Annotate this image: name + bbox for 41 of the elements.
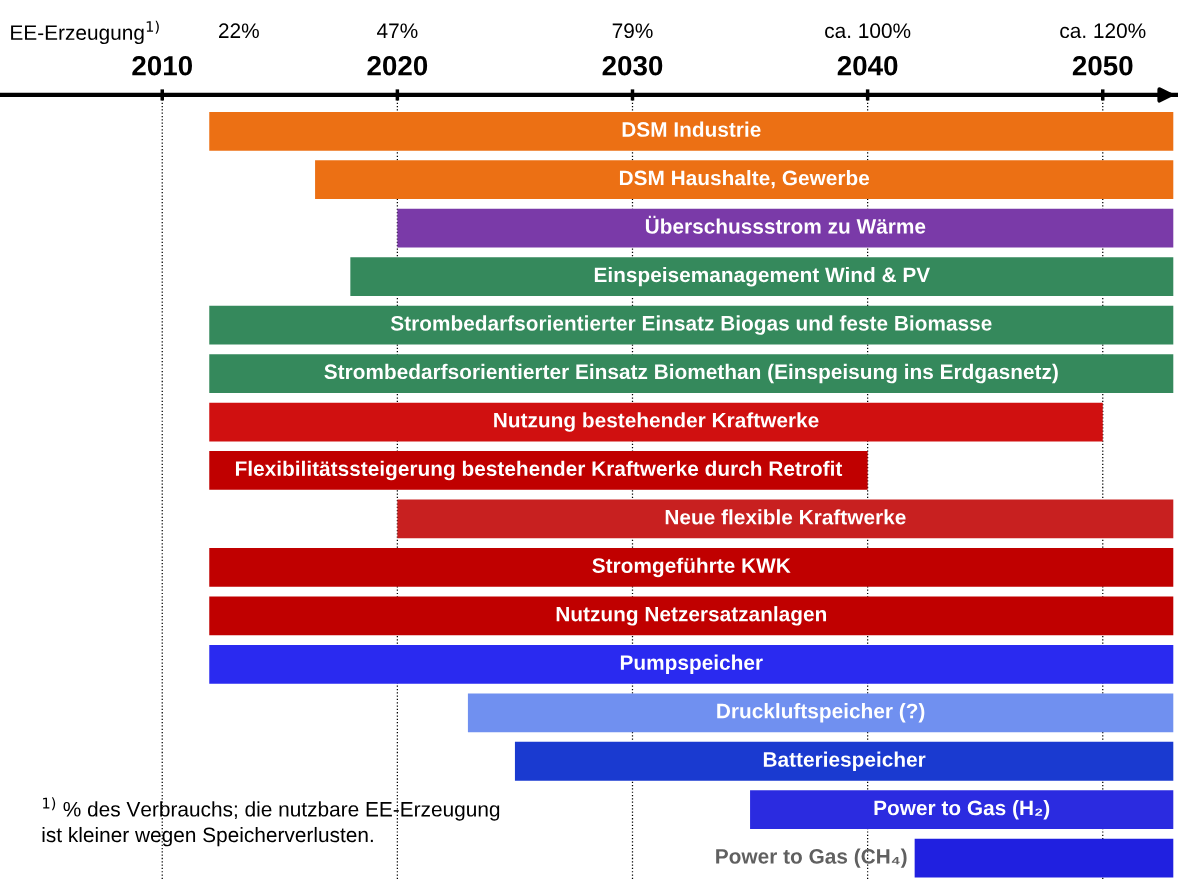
- bar: [397, 208, 1174, 248]
- y-tick-label: Einspeisemanagement Wind & PV: [594, 266, 931, 287]
- y-tick-label: Strombedarfsorientierter Einsatz Biogas und feste Biomasse: [390, 315, 992, 335]
- y-tick-label: Strombedarfsorientierter Einsatz Biomethan (Einspeisung ins Erdgasnetz): [324, 363, 1058, 384]
- y-tick-label: DSM Haushalte, Gewerbe: [619, 170, 870, 189]
- bar: [750, 790, 1174, 830]
- x-tick-label: 2020: [367, 55, 428, 76]
- y-tick-label: Neue flexible Kraftwerke: [665, 509, 906, 525]
- bar: [209, 402, 1103, 442]
- text: 47%: [377, 23, 418, 39]
- y-tick-label: Stromgeführte KWK: [592, 557, 791, 578]
- bar: [209, 111, 1174, 151]
- text: 79%: [612, 23, 653, 39]
- y-tick-label: Überschussstrom zu Wärme: [645, 215, 926, 234]
- text: ca. 100%: [825, 23, 911, 39]
- bar: [467, 693, 1174, 733]
- x-tick-label: 2030: [602, 55, 663, 76]
- bar: [315, 160, 1174, 200]
- text: 22%: [219, 23, 259, 39]
- bar: [514, 741, 1174, 781]
- y-tick-label: DSM Industrie: [622, 121, 761, 137]
- y-tick-label: Nutzung bestehender Kraftwerke: [494, 412, 819, 432]
- y-tick-label: Batteriespeicher: [763, 751, 926, 771]
- bar: [209, 596, 1174, 636]
- bar: [914, 838, 1174, 878]
- y-tick-label: Pumpspeicher: [620, 654, 763, 675]
- x-tick-label: 2040: [837, 55, 898, 76]
- x-tick-label: 2010: [132, 55, 192, 76]
- y-tick-label: Flexibilitätssteigerung bestehender Kraftwerke durch Retrofit: [235, 460, 843, 481]
- bar: [397, 499, 1174, 539]
- y-tick-label: Druckluftspeicher (?): [717, 703, 925, 723]
- text: EE-Erzeugung$^{1)}$: [11, 20, 159, 45]
- bar: [209, 644, 1174, 684]
- y-tick-label: Nutzung Netzersatzanlagen: [556, 606, 827, 626]
- x-tick-label: 2050: [1072, 55, 1133, 76]
- annotation: $^{1)}$ % des Verbrauchs; die nutzbare EE-Erzeugung ist kleiner wegen Speicherverlusten.: [42, 797, 500, 847]
- text: ca. 120%: [1060, 23, 1146, 39]
- bar: [350, 257, 1174, 297]
- y-tick-label: Power to Gas (H₂): [874, 799, 1050, 820]
- y-tick-label: Power to Gas (CH₄): [716, 848, 907, 868]
- bar: [209, 548, 1174, 587]
